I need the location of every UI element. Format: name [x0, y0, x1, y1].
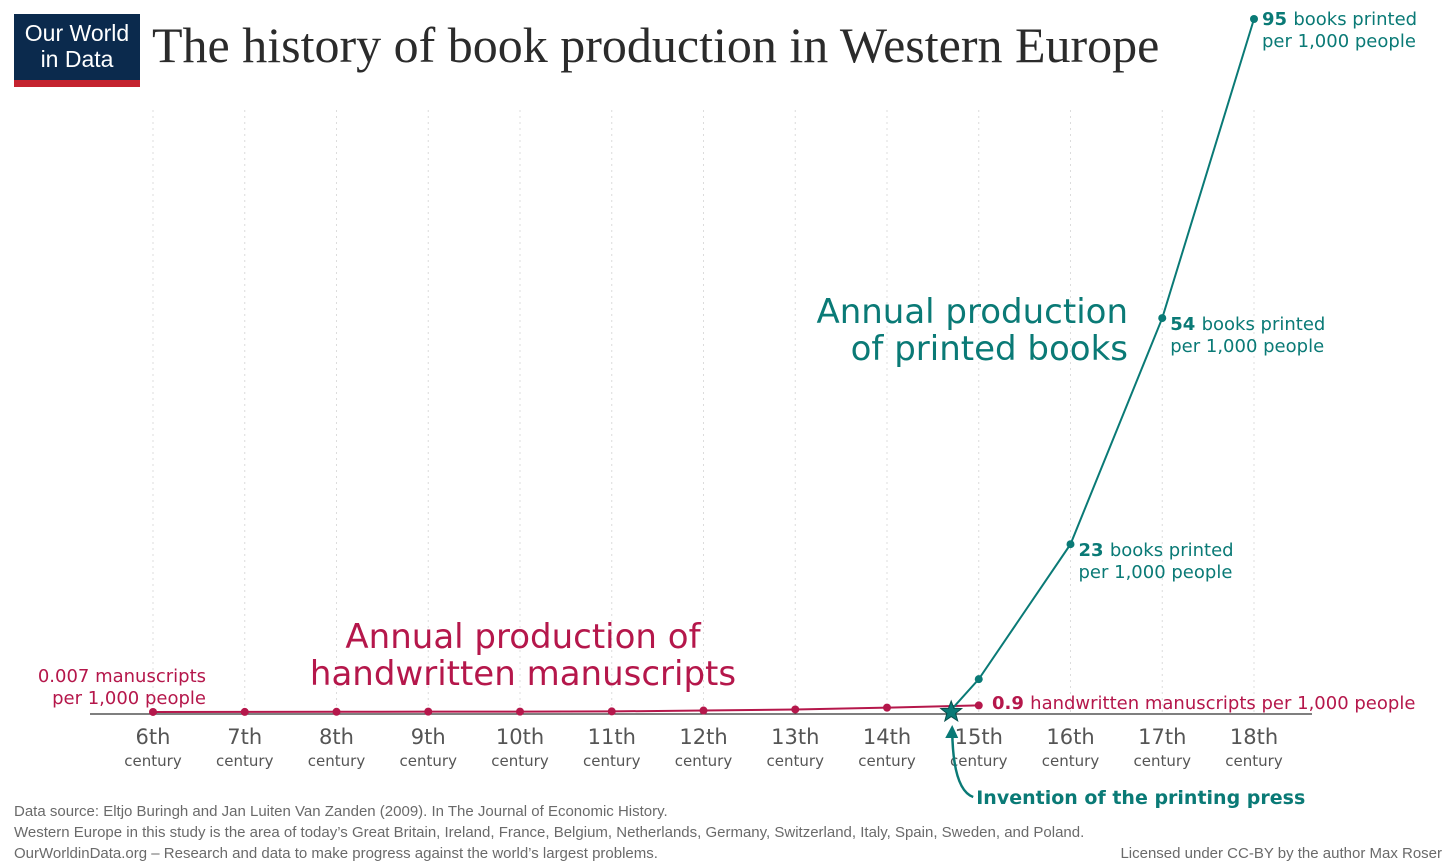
logo-line-1: Our World: [24, 20, 130, 46]
x-tick-sublabel: century: [1225, 752, 1283, 770]
press-annotation-label: Invention of the printing press: [976, 787, 1305, 809]
x-tick-label: 7th: [227, 725, 262, 749]
printed-value-label: 95 books printed: [1262, 9, 1417, 30]
x-tick-sublabel: century: [583, 752, 641, 770]
x-tick-label: 9th: [411, 725, 446, 749]
printed-value-label: 54 books printed: [1170, 314, 1325, 335]
manuscripts-point: [607, 707, 616, 716]
x-tick-sublabel: century: [400, 752, 458, 770]
printed-point: [974, 675, 983, 684]
press-arrow-head-icon: [945, 725, 959, 738]
x-tick-label: 18th: [1230, 725, 1278, 749]
printed-value-label: 23 books printed: [1079, 540, 1234, 561]
x-tick-sublabel: century: [950, 752, 1008, 770]
owid-logo: Our World in Data: [14, 14, 140, 87]
manuscript-start-label: 0.007 manuscripts: [38, 666, 206, 687]
footer-owid: OurWorldinData.org – Research and data t…: [14, 845, 658, 862]
x-tick-label: 8th: [319, 725, 354, 749]
x-tick-label: 13th: [771, 725, 819, 749]
chart-title: The history of book production in Wester…: [152, 17, 1160, 73]
printing-press-star-icon: [939, 699, 964, 723]
x-tick-sublabel: century: [1134, 752, 1192, 770]
manuscripts-series-label: handwritten manuscripts: [310, 654, 736, 694]
x-tick-sublabel: century: [858, 752, 916, 770]
x-tick-label: 6th: [136, 725, 171, 749]
manuscripts-point: [240, 707, 249, 716]
x-tick-label: 12th: [679, 725, 727, 749]
manuscripts-point: [149, 707, 157, 716]
footer-note: Western Europe in this study is the area…: [14, 824, 1085, 841]
x-tick-sublabel: century: [675, 752, 733, 770]
printed-value-sublabel: per 1,000 people: [1170, 336, 1324, 357]
manuscripts-series-line: [152, 704, 979, 713]
x-tick-label: 14th: [863, 725, 911, 749]
x-tick-sublabel: century: [767, 752, 825, 770]
logo-line-2: in Data: [40, 46, 114, 72]
x-tick-sublabel: century: [491, 752, 549, 770]
x-tick-label: 17th: [1138, 725, 1186, 749]
manuscript-end-label: 0.9 handwritten manuscripts per 1,000 pe…: [992, 693, 1415, 714]
manuscripts-point: [516, 707, 524, 716]
printed-value-sublabel: per 1,000 people: [1079, 562, 1233, 583]
manuscript-start-label: per 1,000 people: [52, 688, 206, 709]
press-arrow-line: [950, 731, 974, 799]
x-tick-sublabel: century: [308, 752, 366, 770]
footer-license: Licensed under CC-BY by the author Max R…: [1120, 845, 1442, 862]
printed-series-label: Annual production: [816, 292, 1128, 332]
x-tick-sublabel: century: [1042, 752, 1100, 770]
manuscripts-point: [791, 705, 800, 714]
printed-series-label: of printed books: [851, 329, 1128, 369]
manuscripts-point: [332, 707, 341, 716]
x-tick-label: 16th: [1046, 725, 1094, 749]
x-tick-label: 11th: [588, 725, 636, 749]
printed-point: [1250, 15, 1258, 23]
manuscripts-point: [974, 701, 983, 710]
manuscripts-series-label: Annual production of: [345, 617, 701, 657]
manuscripts-point: [883, 703, 891, 712]
x-tick-sublabel: century: [124, 752, 182, 770]
x-tick-sublabel: century: [216, 752, 274, 770]
manuscripts-point: [424, 707, 433, 716]
printed-value-sublabel: per 1,000 people: [1262, 31, 1416, 52]
x-tick-label: 10th: [496, 725, 544, 749]
x-tick-label: 15th: [955, 725, 1003, 749]
manuscripts-point: [699, 706, 708, 715]
footer-source: Data source: Eltjo Buringh and Jan Luite…: [14, 803, 668, 820]
printed-point: [1158, 314, 1167, 323]
printed-point: [1066, 540, 1075, 549]
